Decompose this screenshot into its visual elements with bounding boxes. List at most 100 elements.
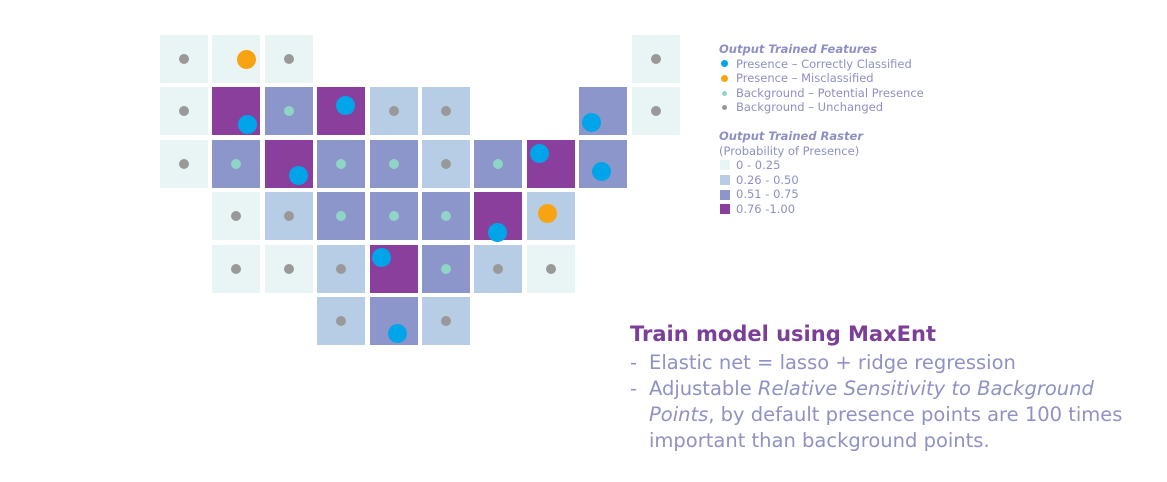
background-point	[650, 54, 661, 64]
background-point	[179, 158, 189, 169]
legend-feature-item: Background – Potential Presence	[719, 86, 979, 101]
background-point	[179, 54, 189, 64]
raster-cell	[526, 244, 575, 293]
background-point	[441, 211, 451, 222]
raster-cell	[579, 139, 628, 188]
legend-feature-label: Background – Unchanged	[736, 100, 883, 115]
raster-cell	[422, 192, 470, 241]
background-point	[388, 158, 399, 169]
raster-cell	[422, 297, 470, 345]
legend-point-symbol	[722, 105, 727, 111]
bullet-dash: -	[630, 351, 638, 374]
legend-feature-label: Background – Potential Presence	[736, 85, 924, 100]
presence-point	[372, 248, 392, 268]
background-point	[336, 316, 347, 326]
legend-raster-label: 0.51 - 0.75	[736, 187, 799, 202]
presence-point	[581, 112, 601, 132]
raster-cell	[422, 87, 470, 136]
legend-feature-item: Background – Unchanged	[719, 100, 979, 115]
legend-feature-item: Presence – Misclassified	[719, 71, 979, 86]
bullet-dash: -	[630, 377, 638, 400]
legend-point-symbol	[721, 60, 728, 68]
background-point	[283, 106, 294, 117]
legend-swatch	[719, 189, 730, 200]
raster-cell	[579, 87, 628, 136]
raster-cell	[317, 139, 366, 188]
background-point	[493, 263, 504, 274]
raster-cell	[526, 192, 575, 241]
bullet-text: Adjustable Relative Sensitivity to Backg…	[649, 376, 1150, 454]
background-point	[283, 263, 294, 274]
raster-cell	[264, 87, 313, 136]
raster-cell	[631, 87, 680, 136]
bullet-text: Elastic net = lasso + ridge regression	[649, 351, 1016, 374]
presence-point	[530, 144, 550, 164]
background-point	[441, 106, 451, 117]
presence-point	[335, 95, 355, 115]
raster-cell	[474, 139, 523, 188]
legend-raster-label: 0.26 - 0.50	[736, 172, 799, 187]
caption-bullet-1: - Elastic net = lasso + ridge regression	[630, 350, 1150, 376]
background-point	[283, 211, 294, 222]
background-point	[179, 106, 189, 117]
presence-point	[289, 166, 309, 186]
raster-cell	[369, 244, 418, 293]
raster-cell	[160, 139, 208, 188]
legend-feature-label: Presence – Misclassified	[736, 71, 874, 86]
background-point	[231, 211, 242, 222]
raster-cell	[369, 192, 418, 241]
background-point	[388, 211, 399, 222]
raster-cell	[474, 244, 523, 293]
raster-cell	[212, 192, 261, 241]
raster-cell	[317, 244, 366, 293]
presence-point	[538, 203, 558, 223]
raster-cell	[212, 244, 261, 293]
legend-raster-item: 0.51 - 0.75	[719, 187, 979, 202]
raster-cell	[422, 244, 470, 293]
raster-cell	[526, 139, 575, 188]
caption: Train model using MaxEnt - Elastic net =…	[630, 320, 1150, 454]
raster-cell	[264, 244, 313, 293]
raster-cell	[212, 35, 261, 83]
caption-title: Train model using MaxEnt	[630, 322, 936, 346]
background-point	[231, 263, 242, 274]
background-point	[650, 106, 661, 117]
legend-raster-label: 0.76 -1.00	[736, 201, 796, 216]
raster-cell	[212, 139, 261, 188]
background-point	[231, 158, 242, 169]
background-point	[336, 158, 347, 169]
legend-raster-item: 0.26 - 0.50	[719, 173, 979, 188]
background-point	[336, 211, 347, 222]
legend-feature-label: Presence – Correctly Classified	[736, 56, 912, 71]
background-point	[388, 106, 399, 117]
presence-point	[236, 49, 256, 69]
background-point	[336, 263, 347, 274]
presence-point	[388, 323, 408, 343]
raster-cell	[264, 192, 313, 241]
legend-features-title: Output Trained Features	[719, 42, 878, 56]
raster-cell	[160, 87, 208, 136]
legend: Output Trained Features Presence – Corre…	[719, 42, 979, 217]
legend-raster-label: 0 - 0.25	[736, 158, 781, 173]
legend-raster-list: 0 - 0.25 0.26 - 0.50 0.51 - 0.75 0.76 -1.00	[719, 158, 979, 216]
background-point	[283, 54, 294, 64]
raster-cell	[474, 192, 523, 242]
legend-raster-item: 0.76 -1.00	[719, 202, 979, 217]
raster-cell	[369, 297, 418, 345]
raster-cell	[369, 139, 418, 188]
legend-raster-subtitle: (Probability of Presence)	[719, 143, 860, 158]
legend-swatch	[719, 160, 730, 171]
legend-raster-title: Output Trained Raster	[719, 128, 863, 143]
raster-cell	[317, 297, 366, 345]
background-point	[493, 158, 504, 169]
legend-point-symbol	[722, 90, 727, 96]
raster-cell	[264, 139, 313, 188]
raster-cell	[369, 87, 418, 136]
raster-cell	[422, 139, 470, 188]
raster-cell	[631, 35, 680, 83]
caption-bullets: - Elastic net = lasso + ridge regression…	[630, 350, 1150, 454]
raster-cell	[317, 87, 366, 136]
legend-point-symbol	[721, 74, 728, 82]
legend-raster-item: 0 - 0.25	[719, 158, 979, 173]
background-point	[441, 316, 451, 326]
